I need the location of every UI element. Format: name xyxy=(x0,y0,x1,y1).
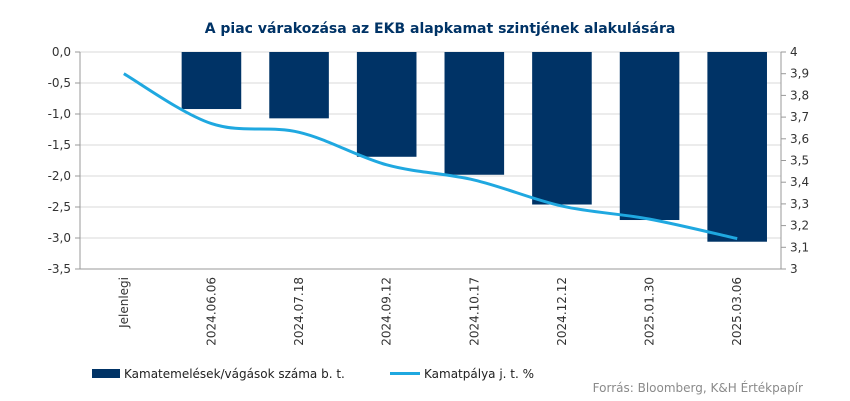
right-tick-label: 3 xyxy=(790,262,798,276)
bar-2024.06.06 xyxy=(181,52,242,110)
left-tick-label: 0,0 xyxy=(52,45,71,59)
bar-2024.09.12 xyxy=(356,52,417,157)
right-tick-label: 3,3 xyxy=(790,197,809,211)
bar-2024.07.18 xyxy=(269,52,329,119)
right-tick-label: 3,4 xyxy=(790,175,809,189)
source-note: Forrás: Bloomberg, K&H Értékpapír xyxy=(593,380,803,395)
left-y-axis-ticks: 0,0 -0,5 -1,0 -1,5 -2,0 -2,5 -3,0 -3,5 xyxy=(48,45,80,276)
x-tick-label: 2025.01.30 xyxy=(643,277,657,346)
chart-title: A piac várakozása az EKB alapkamat szint… xyxy=(205,21,676,37)
right-tick-label: 3,7 xyxy=(790,110,809,124)
x-tick-label: 2024.12.12 xyxy=(555,277,569,346)
x-tick-label: 2025.03.06 xyxy=(730,277,744,346)
legend-bar-label: Kamatemelések/vágások száma b. t. xyxy=(124,367,345,381)
x-tick-label: 2024.09.12 xyxy=(380,277,394,346)
left-tick-label: -0,5 xyxy=(48,76,71,90)
right-tick-label: 3,6 xyxy=(790,132,809,146)
legend-bar-swatch xyxy=(92,369,120,378)
kamatpalya-line xyxy=(123,72,738,241)
bar-2024.10.17 xyxy=(444,52,505,175)
bar-series xyxy=(181,52,767,242)
left-tick-label: -3,5 xyxy=(48,262,71,276)
right-tick-label: 3,1 xyxy=(790,240,809,254)
left-tick-label: -1,5 xyxy=(48,138,71,152)
right-y-axis-ticks: 4 3,9 3,8 3,7 3,6 3,5 3,4 3,3 3,2 3,1 3 xyxy=(781,45,809,276)
x-tick-label: Jelenlegi xyxy=(117,277,131,329)
bar-2024.12.12 xyxy=(532,52,592,205)
legend-line-label: Kamatpálya j. t. % xyxy=(424,367,534,381)
left-tick-label: -2,5 xyxy=(48,200,71,214)
right-tick-label: 3,5 xyxy=(790,154,809,168)
x-tick-label: 2024.06.06 xyxy=(204,277,218,346)
bar-2025.03.06 xyxy=(707,52,767,242)
line-series xyxy=(123,72,738,241)
left-tick-label: -3,0 xyxy=(48,231,71,245)
x-tick-label: 2024.10.17 xyxy=(467,277,481,346)
legend: Kamatemelések/vágások száma b. t. Kamatp… xyxy=(92,367,534,381)
x-tick-label: 2024.07.18 xyxy=(292,277,306,346)
left-tick-label: -2,0 xyxy=(48,169,71,183)
left-tick-label: -1,0 xyxy=(48,107,71,121)
bar-2025.01.30 xyxy=(619,52,680,221)
right-tick-label: 3,8 xyxy=(790,88,809,102)
x-axis-ticks: Jelenlegi 2024.06.06 2024.07.18 2024.09.12 2… xyxy=(117,277,744,346)
right-tick-label: 4 xyxy=(790,45,798,59)
right-tick-label: 3,9 xyxy=(790,67,809,81)
right-tick-label: 3,2 xyxy=(790,219,809,233)
